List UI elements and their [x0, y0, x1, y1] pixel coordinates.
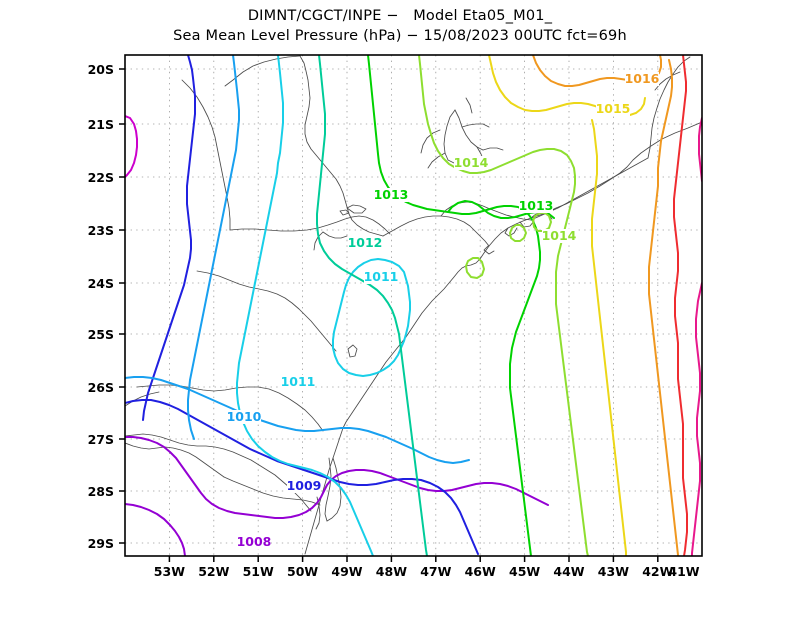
isobar-1010	[125, 376, 470, 464]
x-axis-labels: 53W 52W 51W 50W 49W 48W 47W 46W 45W 44W …	[154, 564, 700, 579]
plot-frame	[124, 54, 703, 557]
contour-label-layer: 1016 1015 1014 1013 1013 1014	[227, 71, 660, 549]
axis-ticks	[119, 68, 659, 562]
y-tick-label: 25S	[88, 327, 114, 342]
y-tick-label: 28S	[88, 484, 114, 499]
x-tick-label: 49W	[331, 564, 362, 579]
contour-label: 1010	[227, 409, 262, 424]
svg-text:1008: 1008	[237, 534, 272, 549]
y-axis-labels: 20S 21S 22S 23S 24S 25S 26S 27S 28S 29S	[88, 62, 114, 551]
chart-title-line1: DIMNT/CGCT/INPE − Model Eta05_M01_	[247, 8, 553, 24]
contour-label: 1011	[281, 374, 316, 389]
contour-label: 1009	[287, 478, 322, 493]
x-tick-label: 41W	[668, 564, 699, 579]
isobar-1011	[236, 55, 374, 556]
contour-label: 1012	[348, 235, 383, 250]
isobar-1008	[125, 436, 549, 519]
x-tick-label: 47W	[420, 564, 451, 579]
y-tick-label: 21S	[88, 117, 114, 132]
isobar-1011-lobe	[332, 258, 411, 377]
isobar-1016-east	[648, 59, 679, 556]
plot-background	[125, 55, 702, 556]
x-tick-label: 52W	[198, 564, 229, 579]
isobar-1014-cell-c	[465, 257, 485, 279]
isobar-1014-cell-a	[509, 224, 527, 242]
x-tick-label: 50W	[287, 564, 318, 579]
svg-text:1012: 1012	[348, 235, 383, 250]
contour-label: 1015	[596, 101, 631, 116]
contour-label: 1014	[454, 155, 489, 170]
isobar-1010-north	[187, 55, 240, 440]
svg-text:1011: 1011	[281, 374, 316, 389]
isobar-1013	[367, 55, 541, 556]
svg-text:1009: 1009	[287, 478, 322, 493]
contour-label: 1013	[519, 198, 554, 213]
x-tick-label: 46W	[465, 564, 496, 579]
svg-text:1010: 1010	[227, 409, 262, 424]
contour-label: 1008	[237, 534, 272, 549]
y-tick-label: 20S	[88, 62, 114, 77]
isobar-1008-branch	[125, 503, 186, 556]
chart-title-line2: Sea Mean Level Pressure (hPa) − 15/08/20…	[173, 28, 627, 44]
y-tick-label: 23S	[88, 223, 114, 238]
y-tick-label: 26S	[88, 380, 114, 395]
svg-text:1014: 1014	[542, 228, 577, 243]
y-tick-label: 24S	[88, 276, 114, 291]
isobar-1015-south	[591, 119, 627, 556]
x-tick-label: 51W	[243, 564, 274, 579]
contour-label: 1014	[542, 228, 577, 243]
isobar-1018	[691, 282, 702, 556]
isobar-1009	[125, 399, 479, 555]
isobar-1018-north	[698, 117, 702, 182]
y-tick-label: 29S	[88, 536, 114, 551]
svg-text:1013: 1013	[519, 198, 554, 213]
y-tick-label: 27S	[88, 432, 114, 447]
x-tick-label: 45W	[509, 564, 540, 579]
svg-text:1014: 1014	[454, 155, 489, 170]
grid-lines	[125, 55, 702, 556]
contour-label: 1013	[374, 187, 409, 202]
contour-label: 1016	[625, 71, 660, 86]
x-tick-label: 42W	[642, 564, 673, 579]
contour-label: 1011	[364, 269, 399, 284]
x-tick-label: 48W	[376, 564, 407, 579]
chart-title-block: DIMNT/CGCT/INPE − Model Eta05_M01_ Sea M…	[0, 6, 800, 46]
svg-text:1015: 1015	[596, 101, 631, 116]
svg-text:1016: 1016	[625, 71, 660, 86]
y-tick-label: 22S	[88, 170, 114, 185]
x-tick-label: 43W	[598, 564, 629, 579]
svg-text:1013: 1013	[374, 187, 409, 202]
x-tick-label: 44W	[553, 564, 584, 579]
isobar-1012	[316, 55, 428, 556]
x-tick-label: 53W	[154, 564, 185, 579]
isobar-1009-north	[142, 55, 196, 421]
svg-text:1011: 1011	[364, 269, 399, 284]
isobar-1008-loop-left	[125, 115, 138, 178]
isobar-1017	[673, 55, 688, 556]
